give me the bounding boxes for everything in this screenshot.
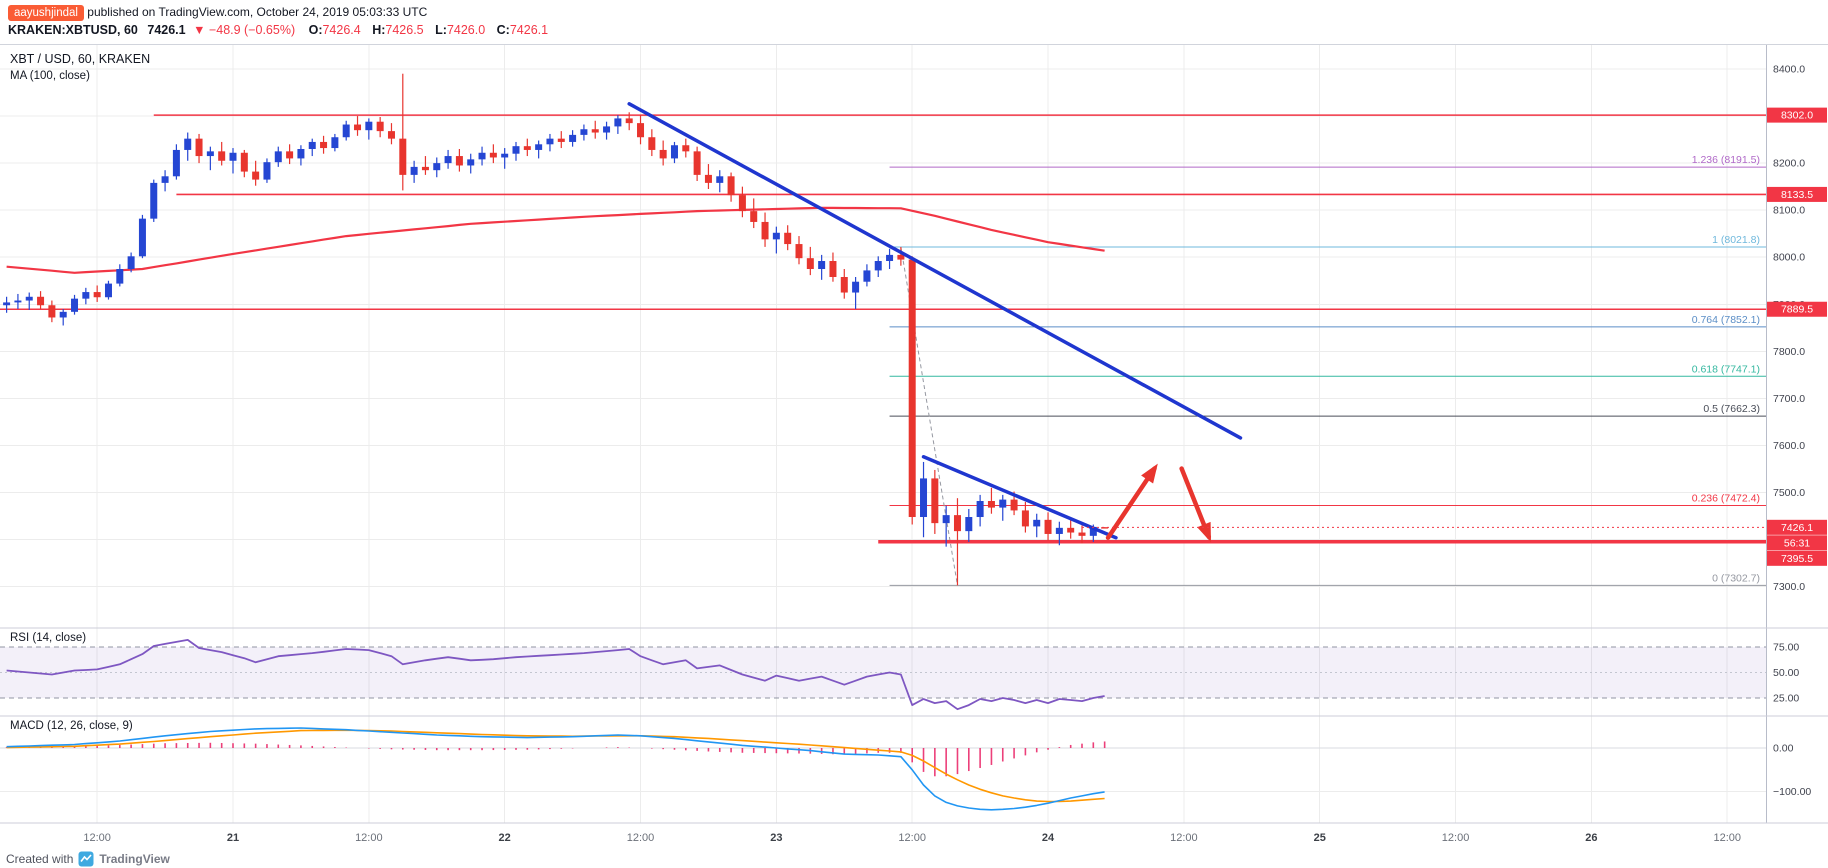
pane-dividers: [0, 627, 1828, 824]
last-price: 7426.1: [147, 23, 186, 37]
svg-text:12:00: 12:00: [355, 832, 383, 844]
svg-text:7600.0: 7600.0: [1773, 440, 1805, 452]
ohlc-low: L:7426.0: [435, 23, 485, 37]
grid: [0, 45, 1766, 823]
chart-header: aayushjindal published on TradingView.co…: [0, 0, 1828, 44]
fib-retracement[interactable]: 1.236 (8191.5) 1 (8021.8) 0.764 (7852.1) 0.…: [889, 154, 1766, 586]
svg-text:25: 25: [1314, 832, 1326, 844]
price-change: ▼ −48.9 (−0.65%): [193, 23, 296, 37]
svg-text:0.00: 0.00: [1773, 743, 1794, 755]
resistance-lines[interactable]: [0, 114, 1766, 544]
svg-text:56:31: 56:31: [1784, 537, 1810, 549]
footer: Created with TradingView: [6, 850, 170, 868]
legend-symbol[interactable]: XBT / USD, 60, KRAKEN: [10, 52, 151, 66]
ohlc-close-value: 7426.1: [509, 23, 549, 37]
svg-text:0.5 (7662.3): 0.5 (7662.3): [1703, 403, 1760, 415]
svg-text:12:00: 12:00: [1442, 832, 1470, 844]
ohlc-low-value: 7426.0: [446, 23, 486, 37]
rsi-line: [6, 639, 1105, 711]
svg-text:12:00: 12:00: [1170, 832, 1198, 844]
macd-signal-line: [6, 729, 1105, 803]
svg-text:0.764 (7852.1): 0.764 (7852.1): [1692, 314, 1760, 326]
ohlc-open-label: O:: [308, 23, 323, 37]
svg-text:21: 21: [227, 832, 239, 844]
ohlc-close-label: C:: [496, 23, 510, 37]
price-label-boxes: 8302.0 8133.5 7889.5 7395.5 7426.1 56:31: [1767, 107, 1827, 566]
svg-text:26: 26: [1585, 832, 1597, 844]
rsi-band: [0, 646, 1766, 699]
tradingview-logo-icon: [78, 851, 94, 867]
svg-text:8200.0: 8200.0: [1773, 158, 1805, 170]
ohlc-low-label: L:: [435, 23, 447, 37]
author-badge[interactable]: aayushjindal: [8, 5, 84, 21]
svg-text:0.236 (7472.4): 0.236 (7472.4): [1692, 493, 1760, 505]
svg-text:23: 23: [770, 832, 782, 844]
svg-text:7395.5: 7395.5: [1781, 553, 1813, 565]
tradingview-brand[interactable]: TradingView: [99, 852, 170, 866]
svg-text:12:00: 12:00: [1713, 832, 1741, 844]
trendlines[interactable]: [627, 102, 1243, 540]
svg-text:7700.0: 7700.0: [1773, 393, 1805, 405]
svg-text:7800.0: 7800.0: [1773, 346, 1805, 358]
published-text: published on TradingView.com, October 24…: [83, 5, 428, 19]
svg-text:7889.5: 7889.5: [1781, 304, 1813, 316]
svg-text:25.00: 25.00: [1773, 693, 1799, 705]
chart-area: 1.236 (8191.5) 1 (8021.8) 0.764 (7852.1) 0.…: [0, 44, 1828, 851]
candles: [3, 73, 1109, 586]
svg-text:0.618 (7747.1): 0.618 (7747.1): [1692, 363, 1760, 375]
svg-text:8000.0: 8000.0: [1773, 252, 1805, 264]
symbol-title: KRAKEN:XBTUSD, 60: [8, 23, 138, 37]
ohlc-close: C:7426.1: [497, 23, 548, 37]
svg-text:8400.0: 8400.0: [1773, 64, 1805, 76]
created-with-text: Created with: [6, 852, 74, 866]
ohlc-high-label: H:: [372, 23, 386, 37]
svg-text:8302.0: 8302.0: [1781, 110, 1813, 122]
macd-line: [6, 727, 1105, 811]
svg-text:1 (8021.8): 1 (8021.8): [1712, 234, 1760, 246]
svg-text:1.236 (8191.5): 1.236 (8191.5): [1692, 154, 1760, 166]
svg-text:75.00: 75.00: [1773, 642, 1799, 654]
legend-macd-indicator[interactable]: MACD (12, 26, close, 9): [10, 720, 133, 732]
ohlc-open: O:7426.4: [309, 23, 361, 37]
ohlc-high: H:7426.5: [372, 23, 423, 37]
svg-text:7300.0: 7300.0: [1773, 581, 1805, 593]
svg-text:8100.0: 8100.0: [1773, 205, 1805, 217]
chart-canvas[interactable]: 1.236 (8191.5) 1 (8021.8) 0.764 (7852.1) 0.…: [0, 45, 1828, 851]
svg-text:12:00: 12:00: [627, 832, 655, 844]
macd-grid: [0, 747, 1766, 792]
svg-text:12:00: 12:00: [898, 832, 926, 844]
ma-100-line: [6, 206, 1105, 274]
svg-text:−100.00: −100.00: [1773, 786, 1811, 798]
legend-rsi-indicator[interactable]: RSI (14, close): [10, 632, 87, 644]
svg-text:8133.5: 8133.5: [1781, 189, 1813, 201]
svg-text:22: 22: [499, 832, 511, 844]
symbol-info-bar: KRAKEN:XBTUSD, 60 7426.1 ▼ −48.9 (−0.65%…: [8, 21, 1820, 40]
scenario-arrows[interactable]: [1105, 463, 1212, 543]
time-axis[interactable]: 12:00 21 12:00 22 12:00 23 12:00 24 12:00 25 12:00…: [83, 832, 1741, 844]
ohlc-open-value: 7426.4: [322, 23, 361, 37]
svg-text:24: 24: [1042, 832, 1055, 844]
publish-info: aayushjindal published on TradingView.co…: [8, 3, 1820, 21]
ohlc-high-value: 7426.5: [385, 23, 424, 37]
svg-text:0 (7302.7): 0 (7302.7): [1712, 572, 1760, 584]
legend-ma-indicator[interactable]: MA (100, close): [10, 70, 90, 82]
svg-text:50.00: 50.00: [1773, 667, 1799, 679]
svg-text:7500.0: 7500.0: [1773, 487, 1805, 499]
macd-histogram: [5, 741, 1106, 777]
svg-text:7426.1: 7426.1: [1781, 522, 1813, 534]
svg-text:12:00: 12:00: [83, 832, 111, 844]
price-axis-background[interactable]: [1766, 45, 1828, 851]
